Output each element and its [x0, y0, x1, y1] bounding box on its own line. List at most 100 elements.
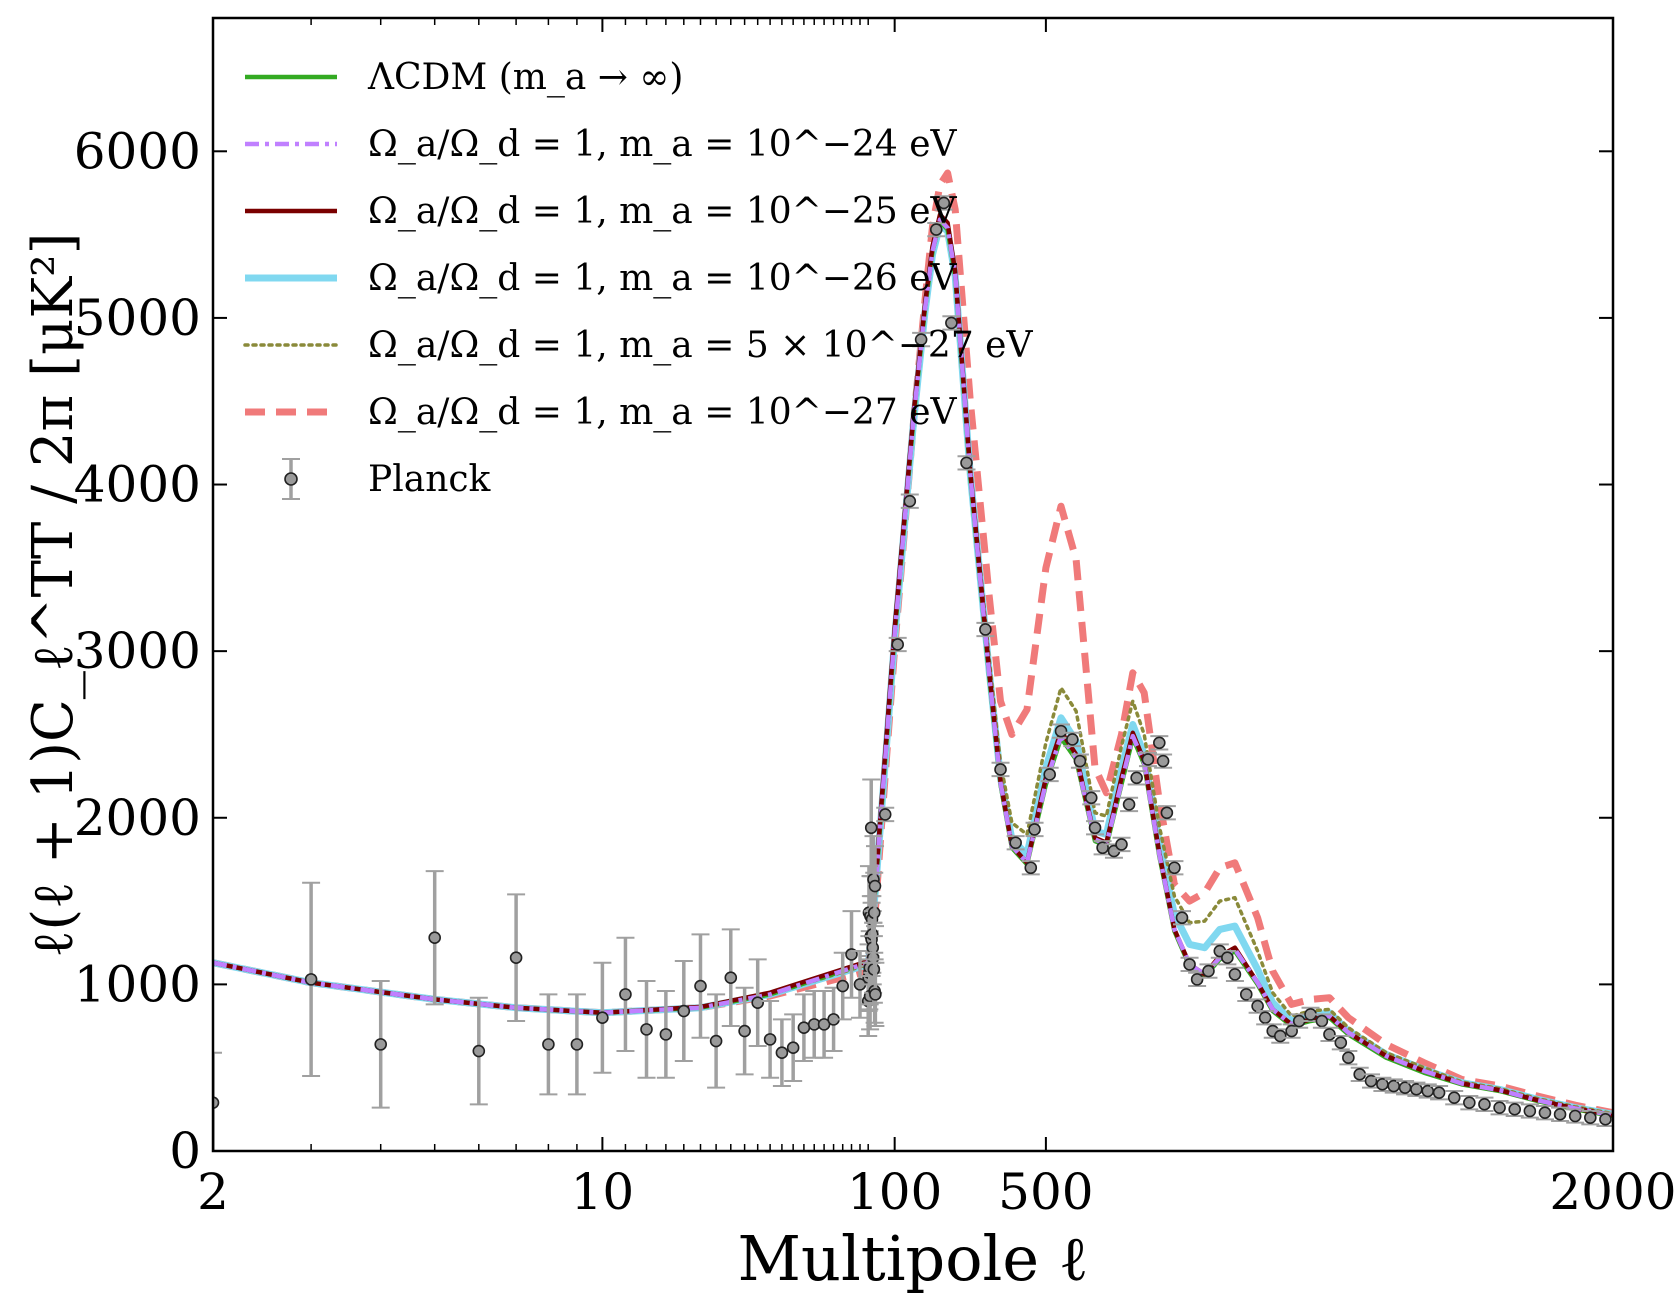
planck-point	[888, 636, 907, 653]
x-tick-label: 10	[571, 1163, 635, 1221]
planck-point	[1430, 1085, 1449, 1101]
legend-label: Ω_a/Ω_d = 1, m_a = 10^−25 eV	[368, 191, 958, 232]
planck-point	[656, 990, 675, 1079]
planck-point	[927, 221, 946, 238]
planck-point	[957, 455, 976, 471]
planck-point	[1225, 966, 1244, 983]
planck-point	[674, 960, 693, 1063]
y-tick-label: 1000	[74, 955, 201, 1013]
planck-point	[371, 980, 390, 1109]
planck-point	[1505, 1101, 1524, 1118]
planck-point	[1180, 956, 1199, 973]
planck-point	[842, 910, 861, 999]
planck-point	[1271, 1028, 1290, 1044]
y-tick-label: 6000	[74, 122, 201, 180]
planck-point	[862, 778, 881, 878]
legend-entry-m24: Ω_a/Ω_d = 1, m_a = 10^−24 eV	[245, 124, 958, 165]
y-tick-label: 0	[169, 1122, 201, 1180]
planck-point	[1006, 835, 1025, 851]
x-axis-label: Multipole ℓ	[738, 1222, 1089, 1295]
planck-point	[425, 870, 444, 1006]
legend-entry-m27: Ω_a/Ω_d = 1, m_a = 10^−27 eV	[245, 392, 958, 433]
legend-entry-m5e27: Ω_a/Ω_d = 1, m_a = 5 × 10^−27 eV	[243, 325, 1033, 366]
planck-point	[1418, 1083, 1437, 1099]
axis-ticks	[212, 18, 1614, 1152]
planck-point	[1127, 770, 1146, 786]
planck-point	[1199, 963, 1218, 979]
planck-point	[1218, 950, 1237, 966]
planck-point	[593, 961, 612, 1074]
planck-point	[912, 331, 931, 348]
planck-point	[1460, 1095, 1479, 1111]
planck-point	[761, 1000, 780, 1079]
planck-point	[976, 621, 995, 638]
y-tick-labels: 0 1000 2000 3000 4000 5000 6000	[74, 122, 201, 1180]
y-tick-label: 4000	[74, 456, 201, 514]
legend-label: Ω_a/Ω_d = 1, m_a = 10^−27 eV	[368, 392, 958, 433]
planck-point	[1154, 753, 1173, 769]
planck-point	[1070, 753, 1089, 769]
legend-label: Planck	[368, 459, 492, 500]
planck-point	[1086, 820, 1105, 836]
legend-swatch-planck	[282, 458, 300, 500]
planck-point	[1551, 1106, 1570, 1123]
y-tick-label: 3000	[74, 622, 201, 680]
planck-point	[815, 990, 834, 1059]
planck-point	[748, 958, 767, 1048]
planck-point	[1490, 1100, 1509, 1116]
planck-point	[507, 893, 526, 1023]
planck-point	[900, 493, 919, 509]
planck-point	[1596, 1111, 1613, 1128]
series-line-m27	[213, 169, 1613, 1117]
planck-point	[876, 806, 895, 823]
planck-point	[735, 986, 754, 1076]
curve-group	[213, 169, 1613, 1119]
planck-point	[772, 1018, 791, 1088]
y-axis-label: ℓ(ℓ + 1)C_ℓ^TT / 2π [μK²]	[21, 233, 86, 958]
plot-frame	[211, 16, 1615, 1153]
planck-point	[934, 195, 953, 211]
planck-point	[1256, 1010, 1275, 1026]
planck-point	[833, 951, 852, 1021]
planck-point	[1025, 821, 1044, 838]
planck-point	[1331, 1035, 1350, 1051]
planck-point	[1535, 1105, 1554, 1121]
planck-point	[1339, 1050, 1358, 1066]
planck-point	[942, 315, 961, 331]
planck-point	[567, 993, 586, 1096]
planck-point	[1138, 751, 1157, 768]
planck-point	[1566, 1108, 1585, 1124]
planck-point	[721, 928, 740, 1028]
x-tick-label: 2	[197, 1163, 229, 1221]
planck-point	[1112, 836, 1131, 853]
planck-point	[1165, 860, 1184, 876]
planck-point	[784, 1013, 803, 1083]
planck-point	[539, 993, 558, 1096]
planck-point	[866, 845, 885, 928]
planck-point	[1093, 840, 1112, 856]
planck-point	[1040, 766, 1059, 783]
planck-point	[469, 996, 488, 1106]
legend-label: Ω_a/Ω_d = 1, m_a = 10^−24 eV	[368, 124, 958, 165]
planck-point	[1082, 790, 1101, 806]
legend-label: Ω_a/Ω_d = 1, m_a = 10^−26 eV	[368, 258, 958, 299]
planck-point	[213, 1051, 222, 1151]
legend-label: Ω_a/Ω_d = 1, m_a = 5 × 10^−27 eV	[368, 325, 1033, 366]
planck-point	[1320, 1026, 1339, 1043]
planck-point	[991, 761, 1010, 778]
planck-point	[794, 993, 813, 1063]
planck-point	[1150, 735, 1169, 751]
planck-point	[1063, 731, 1082, 748]
planck-point	[1052, 723, 1071, 739]
x-tick-label: 2000	[1549, 1163, 1676, 1221]
planck-point	[866, 961, 885, 1028]
planck-point	[302, 881, 321, 1078]
planck-point	[691, 933, 710, 1039]
legend-entry-m26: Ω_a/Ω_d = 1, m_a = 10^−26 eV	[245, 258, 958, 299]
planck-point	[1520, 1103, 1539, 1119]
planck-point	[1445, 1090, 1464, 1106]
planck-point-group	[213, 195, 1613, 1151]
legend-entry-planck: Planck	[282, 458, 492, 500]
planck-point	[1237, 986, 1256, 1003]
